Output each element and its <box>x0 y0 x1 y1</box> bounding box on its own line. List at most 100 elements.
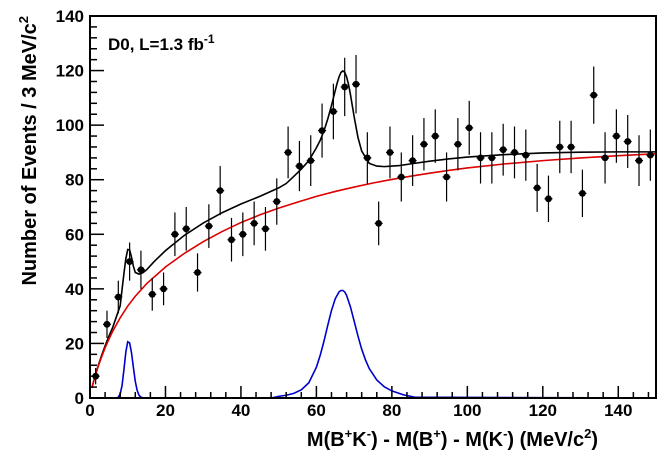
y-tick-label: 0 <box>75 389 84 408</box>
data-point <box>578 169 587 218</box>
point-marker <box>296 162 303 170</box>
data-point <box>499 123 508 176</box>
data-point <box>114 280 123 314</box>
data-point <box>646 129 655 181</box>
point-marker <box>307 157 315 165</box>
y-tick-label: 40 <box>65 280 84 299</box>
point-marker <box>250 219 258 227</box>
plot-frame <box>89 15 657 399</box>
data-point <box>510 126 519 179</box>
data-point <box>374 201 383 246</box>
data-point <box>612 109 621 163</box>
point-marker <box>341 83 349 91</box>
y-tick-label: 60 <box>65 225 84 244</box>
data-point <box>352 55 361 114</box>
point-marker <box>284 149 292 156</box>
data-point <box>487 132 496 184</box>
point-marker <box>363 154 371 162</box>
data-point <box>431 109 440 163</box>
point-marker <box>567 143 575 151</box>
point-marker <box>160 285 167 293</box>
data-point <box>465 100 474 155</box>
y-tick-label: 20 <box>65 334 84 353</box>
data-point <box>148 277 157 311</box>
point-marker <box>545 195 552 203</box>
data-point <box>544 175 553 223</box>
point-marker <box>318 127 326 134</box>
point-marker <box>216 187 224 195</box>
y-tick-label: 120 <box>56 62 84 81</box>
point-marker <box>488 154 496 162</box>
fit-curve-2 <box>90 289 656 398</box>
point-marker <box>273 198 281 205</box>
data-point <box>589 66 598 124</box>
data-point <box>442 152 451 202</box>
data-point <box>102 310 111 338</box>
data-point <box>193 253 202 292</box>
data-point <box>453 118 462 171</box>
data-point <box>567 120 576 174</box>
data-point <box>295 140 304 192</box>
point-marker <box>262 225 269 233</box>
x-tick-labels: 0 20 40 60 80 100 120 140 <box>85 401 632 420</box>
axis-ticks <box>89 15 650 399</box>
x-tick-label: 100 <box>453 401 481 420</box>
point-marker <box>612 132 620 140</box>
data-point <box>284 126 293 179</box>
data-points-layer <box>91 55 655 385</box>
x-tick-label: 20 <box>156 401 175 420</box>
point-marker <box>205 222 213 230</box>
point-marker <box>454 140 462 148</box>
data-point <box>533 163 542 212</box>
point-marker <box>386 149 394 156</box>
x-tick-label: 0 <box>85 401 94 420</box>
point-marker <box>431 132 439 140</box>
y-tick-label: 140 <box>56 7 84 26</box>
point-marker <box>556 143 564 151</box>
data-point <box>306 135 315 186</box>
point-marker <box>397 173 405 181</box>
data-point <box>261 207 270 251</box>
data-point <box>227 217 236 262</box>
point-marker <box>194 269 201 276</box>
point-marker <box>477 154 484 162</box>
point-marker <box>624 138 632 145</box>
point-marker <box>148 290 156 298</box>
point-marker <box>228 236 235 244</box>
data-point <box>623 115 632 168</box>
data-point <box>340 57 349 117</box>
data-point <box>182 207 191 251</box>
data-point <box>635 135 644 186</box>
point-marker <box>522 151 530 159</box>
y-tick-labels: 0 20 40 60 80 100 120 140 <box>56 7 84 408</box>
data-point <box>318 103 327 158</box>
point-marker <box>409 157 417 165</box>
point-marker <box>465 124 473 132</box>
point-marker <box>601 154 609 162</box>
y-tick-label: 80 <box>65 171 84 190</box>
data-point <box>238 212 247 257</box>
experiment-label: D0, L=1.3 fb-1 <box>108 32 215 54</box>
data-point <box>272 178 281 225</box>
data-point <box>521 129 530 181</box>
point-marker <box>329 108 337 115</box>
x-tick-label: 140 <box>604 401 632 420</box>
point-marker <box>171 230 179 238</box>
point-marker <box>352 80 360 88</box>
point-marker <box>590 91 598 99</box>
point-marker <box>114 293 122 301</box>
x-tick-label: 40 <box>231 401 250 420</box>
x-tick-label: 120 <box>529 401 557 420</box>
data-point <box>329 83 338 140</box>
data-point <box>408 135 417 186</box>
x-tick-label: 80 <box>382 401 401 420</box>
point-marker <box>646 151 654 159</box>
point-marker <box>579 189 586 197</box>
point-marker <box>103 320 111 328</box>
point-marker <box>533 184 541 192</box>
fit-curve-1 <box>91 152 656 389</box>
point-marker <box>443 173 450 181</box>
data-point <box>250 201 259 246</box>
point-marker <box>511 149 518 156</box>
